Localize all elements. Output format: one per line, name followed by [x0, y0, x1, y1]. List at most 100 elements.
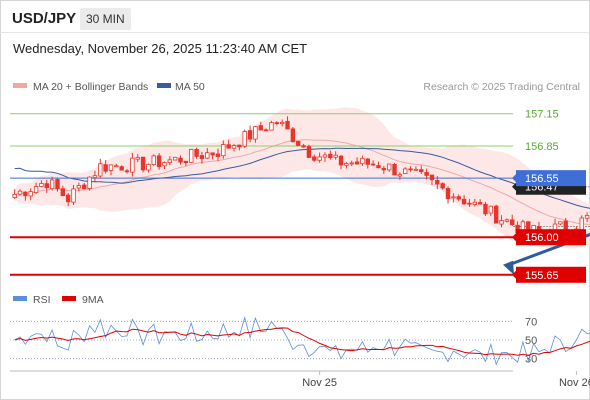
candle-body [87, 176, 92, 189]
price-plot [10, 107, 590, 276]
candle-body [205, 152, 210, 159]
candle-body [263, 129, 269, 132]
support-label-1-bg [516, 229, 586, 246]
candle-body [65, 194, 71, 203]
candle-body [231, 145, 237, 149]
candle-body [135, 157, 140, 160]
timeframe-button[interactable]: 30 MIN [80, 8, 131, 30]
candle-body [33, 186, 39, 193]
candle-body [103, 164, 108, 172]
ma20-legend-label: MA 20 + Bollinger Bands [33, 81, 148, 93]
candle-body [290, 128, 296, 143]
candle-body [558, 221, 563, 225]
candle-body [461, 198, 467, 205]
candle-body [301, 145, 306, 148]
bollinger-band [14, 107, 590, 249]
candle-body [413, 168, 419, 171]
timestamp: Wednesday, November 26, 2025 11:23:40 AM… [13, 41, 308, 56]
candle-body [429, 174, 435, 181]
candle-body [510, 219, 515, 226]
candle-body [274, 122, 280, 125]
support-label-2: 155.65 [525, 270, 559, 282]
candle-body [226, 144, 231, 149]
candle-body [199, 155, 205, 159]
candle-body [424, 172, 429, 176]
candle-body [328, 153, 333, 159]
symbol-title: USD/JPY [12, 10, 77, 27]
candle-body [162, 162, 167, 167]
candle-body [269, 122, 274, 131]
candle-body [178, 157, 183, 163]
pivot-label-pointer [512, 173, 517, 184]
candle-body [242, 131, 247, 147]
candle-body [317, 156, 322, 161]
candle-body [360, 157, 365, 165]
candle-body [12, 194, 17, 199]
credit-label: Research © 2025 Trading Central [423, 81, 580, 93]
candle-body [376, 165, 381, 169]
header-divider [0, 32, 590, 33]
candle-body [76, 185, 82, 189]
candle-body [183, 160, 189, 164]
candle-body [167, 159, 173, 163]
candle-body [124, 170, 130, 173]
support-label-1-pointer [512, 232, 517, 243]
candle-body [370, 163, 376, 166]
candle-body [338, 155, 344, 166]
candle-body [488, 205, 494, 214]
candle-body [483, 203, 488, 215]
pivot-label-bg [516, 170, 586, 187]
candle-body [279, 121, 285, 125]
pivot-label: 156.55 [525, 173, 559, 185]
rsi9-legend-label: 9MA [82, 294, 104, 306]
candle-body [451, 196, 456, 199]
current-price-label-pointer [512, 181, 517, 192]
candle-body [194, 148, 199, 157]
candle-body [579, 217, 584, 230]
ma50-legend-label: MA 50 [175, 81, 205, 93]
candle-body [344, 163, 349, 166]
candle-body [71, 188, 76, 203]
rsi9-line [14, 327, 590, 356]
candle-body [151, 155, 156, 165]
candle-body [172, 156, 178, 161]
candle-body [386, 163, 392, 171]
candle-body [408, 168, 413, 171]
candle-body [28, 191, 33, 197]
candle-body [381, 167, 387, 171]
candle-body [108, 164, 114, 171]
time-tick-label: Nov 26 [559, 377, 590, 389]
candle-body [82, 184, 87, 190]
resistance-label-2: 156.85 [525, 141, 559, 153]
candle-body [215, 153, 221, 157]
candle-body [312, 156, 317, 161]
candle-body [49, 179, 55, 190]
candle-body [365, 158, 370, 165]
candle-body [504, 219, 510, 222]
forecast-arrow-shaft [508, 232, 590, 267]
rsi-tick-label: 30 [525, 354, 537, 366]
candle-body [440, 183, 445, 189]
candle-body [140, 156, 146, 171]
candle-body [349, 162, 354, 165]
candle-body [210, 152, 215, 156]
candle-body [296, 141, 301, 146]
candle-body [156, 155, 162, 168]
rsi9-legend-swatch [62, 296, 76, 301]
resistance-label-1: 157.15 [525, 109, 559, 121]
candle-body [189, 148, 194, 163]
candle-body [493, 205, 499, 224]
candle-body [499, 220, 504, 225]
candle-body [258, 125, 263, 131]
rsi-legend-label: RSI [33, 294, 51, 306]
rsi-plot: 70 50 30 [10, 316, 590, 366]
time-tick-label: Nov 25 [302, 377, 337, 389]
candle-body [92, 175, 98, 178]
candle-body [146, 163, 151, 171]
candle-body [98, 163, 103, 177]
candle-body [17, 190, 23, 195]
support-label-2-pointer [512, 269, 517, 280]
support-label-1: 156.00 [525, 232, 559, 244]
